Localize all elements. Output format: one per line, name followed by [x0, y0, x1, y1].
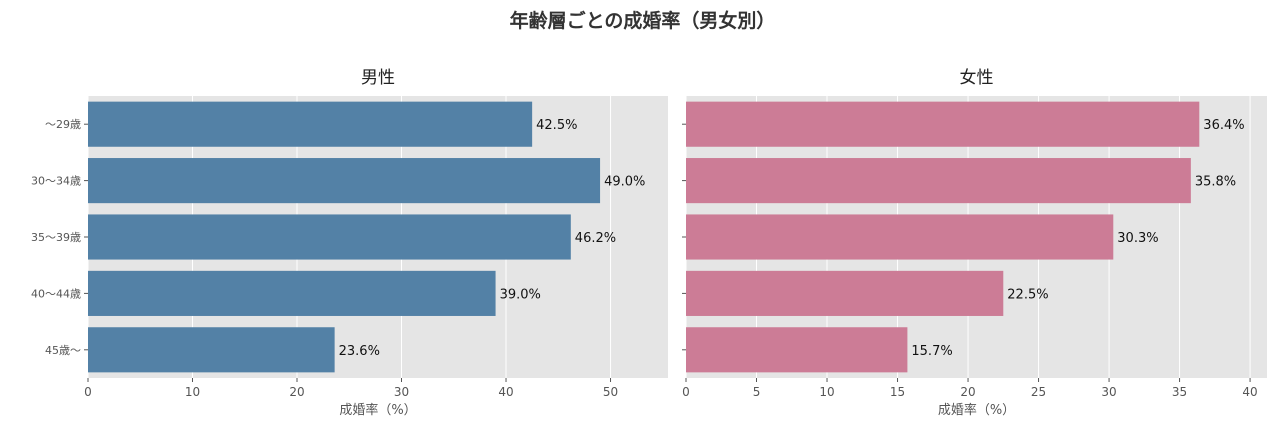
data-label: 30.3%	[1117, 231, 1158, 246]
bar	[686, 158, 1191, 204]
data-label: 49.0%	[604, 175, 645, 190]
data-label: 22.5%	[1007, 287, 1048, 302]
bar	[686, 101, 1200, 147]
panel-title: 男性	[361, 68, 395, 88]
chart-panel-1: 0 10 20 30 40 50 〜29歳 42.5% 30〜34歳 49.0% 35〜39歳 46.…	[31, 68, 668, 418]
bar	[88, 158, 601, 204]
x-tick-label: 25	[1031, 385, 1046, 399]
bar	[88, 214, 571, 260]
chart-panel-2: 0 5 10 15 20 25 30 35 40 36.4% 35.8% 30.3% 22.5% 15.7…	[682, 68, 1267, 418]
data-label: 39.0%	[500, 287, 541, 302]
y-tick-label: 45歳〜	[45, 344, 81, 357]
y-tick-label: 30〜34歳	[31, 175, 81, 188]
x-axis-label: 成婚率（%）	[938, 402, 1015, 418]
bar	[686, 270, 1004, 316]
bar	[88, 270, 496, 316]
x-tick-label: 15	[890, 385, 905, 399]
data-label: 42.5%	[536, 118, 577, 133]
x-tick-label: 30	[1101, 385, 1116, 399]
x-tick-label: 35	[1172, 385, 1187, 399]
data-label: 36.4%	[1203, 118, 1244, 133]
x-tick-label: 50	[603, 385, 618, 399]
x-tick-label: 20	[289, 385, 304, 399]
panel-title: 女性	[960, 68, 994, 88]
x-tick-label: 0	[84, 385, 92, 399]
bar	[88, 101, 533, 147]
figure-title: 年齢層ごとの成婚率（男女別）	[509, 10, 776, 32]
y-tick-label: 35〜39歳	[31, 231, 81, 244]
data-label: 35.8%	[1195, 175, 1236, 190]
x-axis-label: 成婚率（%）	[339, 402, 416, 418]
bar	[686, 214, 1114, 260]
x-tick-label: 10	[185, 385, 200, 399]
x-tick-label: 5	[753, 385, 761, 399]
x-tick-label: 40	[1242, 385, 1257, 399]
x-tick-label: 0	[682, 385, 690, 399]
x-tick-label: 10	[819, 385, 834, 399]
bar	[686, 327, 908, 373]
data-label: 46.2%	[575, 231, 616, 246]
y-tick-label: 〜29歳	[45, 118, 81, 131]
data-label: 23.6%	[339, 344, 380, 359]
x-tick-label: 20	[960, 385, 975, 399]
x-tick-label: 30	[394, 385, 409, 399]
x-tick-label: 40	[498, 385, 513, 399]
y-tick-label: 40〜44歳	[31, 287, 81, 300]
bar	[88, 327, 335, 373]
data-label: 15.7%	[911, 344, 952, 359]
